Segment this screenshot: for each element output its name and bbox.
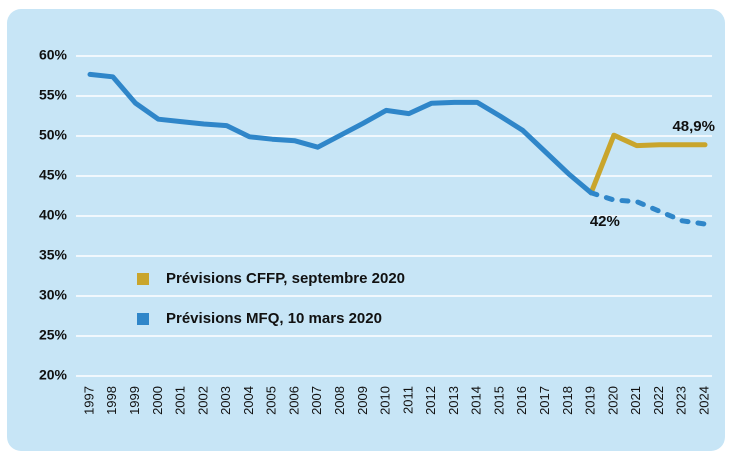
x-tick-label: 2018 [560,386,575,415]
x-tick-label: 2013 [446,386,461,415]
y-tick-label: 30% [39,287,68,303]
y-tick-label: 35% [39,247,68,263]
series-line [87,71,594,196]
legend-swatch [137,313,149,325]
x-tick-label: 2023 [674,386,689,415]
data-label: 42% [590,213,620,230]
y-tick-label: 55% [39,87,68,103]
x-tick-label: 2024 [696,386,711,415]
x-tick-label: 1998 [104,386,119,415]
x-tick-label: 2021 [628,386,643,415]
x-tick-label: 2020 [605,386,620,415]
y-tick-label: 25% [39,327,68,343]
x-tick-label: 2003 [218,386,233,415]
chart-background [7,9,725,451]
x-tick-label: 2011 [400,386,415,414]
x-tick-label: 2012 [423,386,438,415]
x-tick-label: 2000 [150,386,165,415]
y-tick-label: 45% [39,167,68,183]
x-tick-label: 2004 [241,386,256,415]
x-tick-label: 2017 [537,386,552,415]
y-tick-label: 40% [39,207,68,223]
x-tick-label: 2019 [583,386,598,415]
data-label: 48,9% [672,118,715,135]
y-tick-label: 20% [39,367,68,383]
x-tick-label: 2010 [378,386,393,415]
legend-label: Prévisions MFQ, 10 mars 2020 [166,310,382,327]
x-tick-label: 2022 [651,386,666,415]
y-tick-label: 50% [39,127,68,143]
x-tick-label: 2007 [309,386,324,415]
x-tick-label: 2006 [286,386,301,415]
legend-swatch [137,273,149,285]
x-tick-label: 2009 [355,386,370,415]
x-tick-label: 2005 [264,386,279,415]
x-tick-label: 2016 [514,386,529,415]
x-tick-label: 2002 [195,386,210,415]
legend-label: Prévisions CFFP, septembre 2020 [166,270,405,287]
x-tick-label: 2014 [469,386,484,415]
x-tick-label: 1997 [81,386,96,415]
x-tick-label: 2008 [332,386,347,415]
forecast-line [588,190,708,227]
x-tick-label: 2015 [491,386,506,415]
y-tick-label: 60% [39,47,68,63]
x-tick-label: 1999 [127,386,142,415]
series-line [588,132,708,196]
x-tick-label: 2001 [173,386,188,415]
